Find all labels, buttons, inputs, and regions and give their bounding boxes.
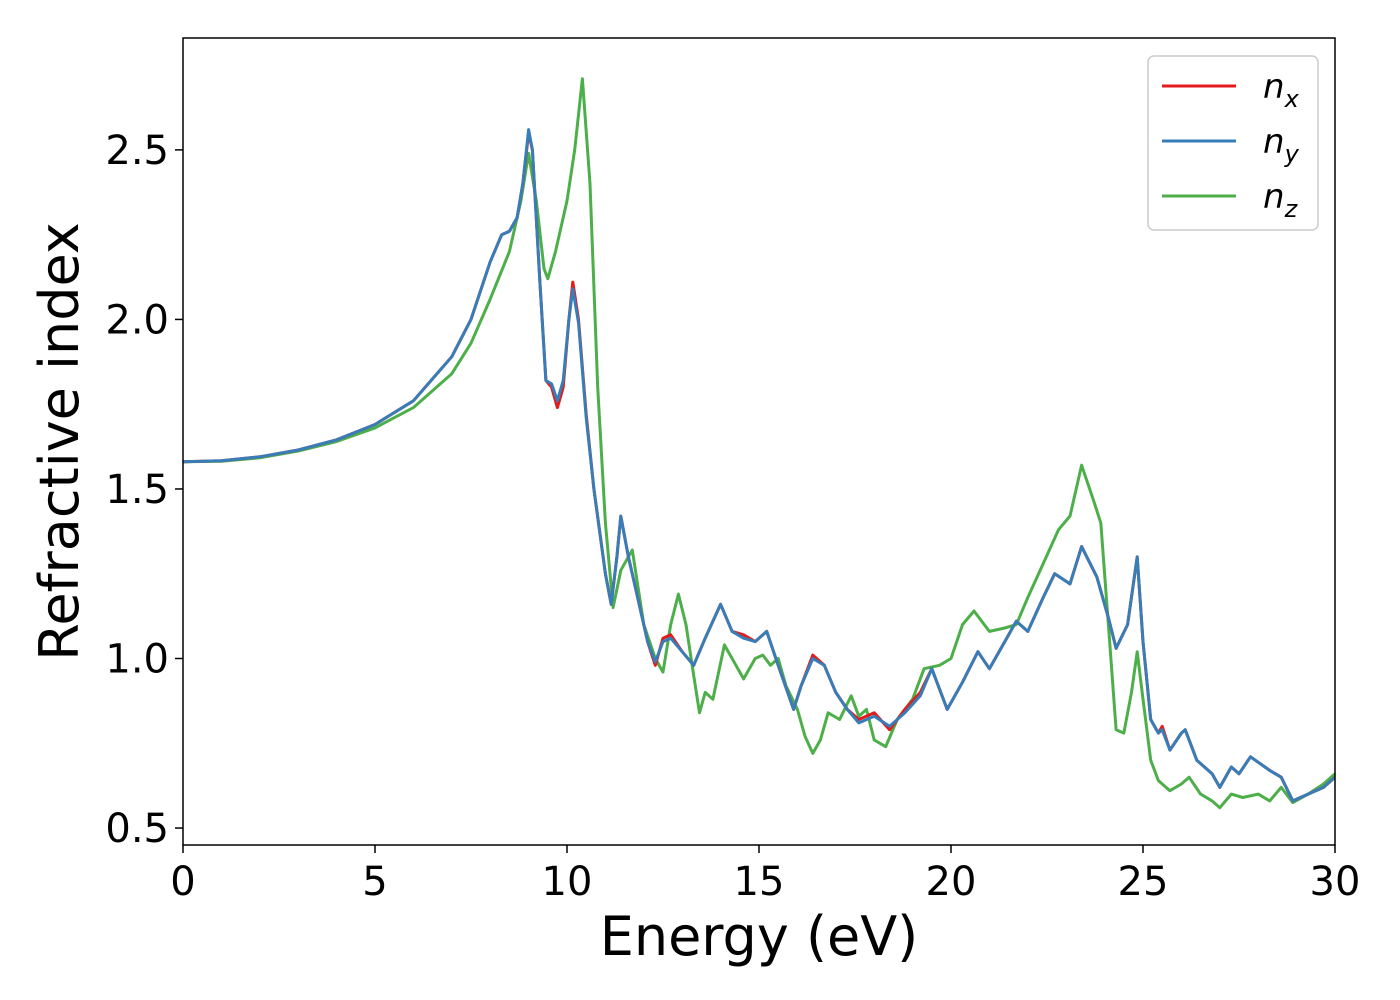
y-tick-label: 0.5 bbox=[105, 806, 169, 852]
legend-label-nx: nx bbox=[1263, 67, 1300, 113]
legend-label-ny: ny bbox=[1263, 122, 1300, 168]
x-tick-label: 25 bbox=[1118, 859, 1169, 905]
series-layer bbox=[183, 77, 1335, 810]
series-line-nz bbox=[183, 77, 1335, 810]
x-tick-label: 20 bbox=[926, 859, 977, 905]
legend-label-nz: nz bbox=[1263, 177, 1299, 223]
x-tick-label: 5 bbox=[362, 859, 387, 905]
x-tick-label: 15 bbox=[734, 859, 785, 905]
y-tick-label: 1.5 bbox=[105, 467, 169, 513]
x-axis-title: Energy (eV) bbox=[600, 905, 919, 968]
ticks-layer: 0 5 10 15 20 25 30 0.5 1.0 1.5 2.0 2.5 bbox=[105, 128, 1360, 905]
x-tick-label: 30 bbox=[1310, 859, 1361, 905]
legend: nx ny nz bbox=[1147, 55, 1319, 231]
y-axis-title: Refractive index bbox=[28, 222, 91, 661]
y-tick-label: 1.0 bbox=[105, 637, 169, 683]
series-line-ny bbox=[183, 128, 1335, 803]
x-tick-label: 0 bbox=[170, 859, 195, 905]
legend-box bbox=[1147, 55, 1319, 231]
y-tick-label: 2.0 bbox=[105, 297, 169, 343]
y-tick-label: 2.5 bbox=[105, 128, 169, 174]
x-tick-label: 10 bbox=[542, 859, 593, 905]
series-line-nx bbox=[183, 131, 1335, 803]
